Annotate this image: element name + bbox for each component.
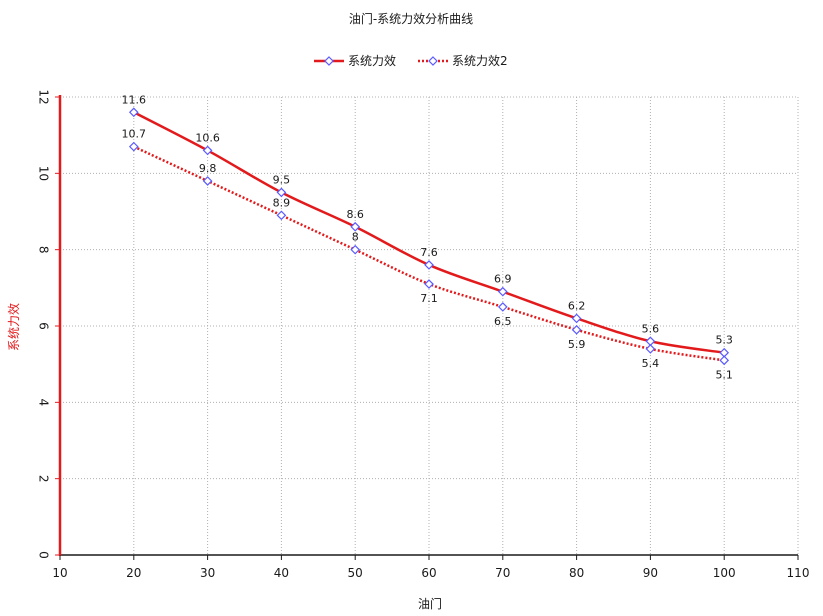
data-label-series-1: 7.6 bbox=[420, 246, 438, 259]
data-point-series-2 bbox=[424, 279, 434, 289]
series-line-2 bbox=[133, 145, 725, 362]
data-label-series-2: 8.9 bbox=[273, 196, 291, 209]
data-label-series-2: 8 bbox=[352, 231, 359, 244]
data-label-series-1: 6.2 bbox=[568, 299, 586, 312]
x-tick-label: 80 bbox=[569, 566, 584, 580]
data-point-series-1 bbox=[128, 107, 139, 118]
y-tick-label: 2 bbox=[37, 475, 51, 483]
x-tick-label: 90 bbox=[643, 566, 658, 580]
data-label-series-2: 7.1 bbox=[420, 292, 438, 305]
y-tick-label: 0 bbox=[37, 551, 51, 559]
data-label-series-2: 5.9 bbox=[568, 338, 586, 351]
y-axis-title: 系统力效 bbox=[6, 303, 21, 351]
series-lines bbox=[133, 111, 725, 362]
data-label-series-1: 5.3 bbox=[715, 334, 733, 347]
x-tick-label: 40 bbox=[274, 566, 289, 580]
y-tick-label: 4 bbox=[37, 399, 51, 407]
data-label-series-2: 5.1 bbox=[715, 368, 733, 381]
legend-marker-series-2 bbox=[428, 56, 438, 66]
y-tick-label: 12 bbox=[37, 89, 51, 104]
data-point-series-2 bbox=[276, 210, 287, 221]
data-point-series-1 bbox=[276, 187, 287, 198]
data-label-series-1: 11.6 bbox=[122, 93, 147, 106]
legend-entry-series-2: 系统力效2 bbox=[418, 53, 508, 68]
data-point-series-2 bbox=[719, 355, 730, 366]
data-point-series-1 bbox=[571, 313, 582, 324]
data-point-series-2 bbox=[497, 302, 508, 312]
x-tick-label: 110 bbox=[787, 566, 810, 580]
axes bbox=[55, 95, 799, 560]
x-tick-label: 100 bbox=[713, 566, 736, 580]
data-point-series-2 bbox=[645, 344, 656, 354]
x-tick-label: 30 bbox=[200, 566, 215, 580]
data-point-series-1 bbox=[497, 286, 508, 297]
legend-entry-series-1: 系统力效 bbox=[314, 53, 396, 68]
data-label-series-2: 5.4 bbox=[642, 357, 660, 370]
y-tick-label: 8 bbox=[36, 246, 50, 254]
data-label-series-1: 9.5 bbox=[273, 173, 291, 186]
data-label-series-1: 6.9 bbox=[494, 273, 512, 286]
x-tick-label: 10 bbox=[52, 566, 67, 580]
data-point-series-2 bbox=[571, 324, 582, 335]
data-markers bbox=[128, 107, 730, 366]
legend-label-series-2: 系统力效2 bbox=[452, 53, 508, 68]
data-labels: 11.6 10.6 9.5 8.6 7.6 6.9 6.2 5.6 5.3 10.7 9.8 8.9 8… bbox=[122, 93, 733, 381]
legend: 系统力效 系统力效2 bbox=[314, 53, 508, 68]
data-label-series-2: 9.8 bbox=[199, 162, 217, 175]
series-line-1 bbox=[133, 111, 725, 354]
legend-label-series-1: 系统力效 bbox=[348, 53, 396, 68]
data-point-series-2 bbox=[350, 244, 361, 255]
data-point-series-1 bbox=[350, 221, 361, 232]
data-label-series-1: 8.6 bbox=[346, 208, 364, 221]
gridlines bbox=[60, 96, 799, 555]
legend-marker-series-1 bbox=[324, 56, 334, 66]
data-point-series-2 bbox=[202, 176, 213, 186]
x-tick-label: 50 bbox=[348, 566, 363, 580]
x-axis-title: 油门 bbox=[418, 596, 442, 611]
x-tick-label: 60 bbox=[421, 566, 436, 580]
tick-labels: 10 20 30 40 50 60 70 80 90 100 110 0 2 4 6 8 10 12 bbox=[36, 89, 809, 580]
data-point-series-1 bbox=[202, 145, 213, 156]
data-point-series-1 bbox=[424, 260, 434, 270]
y-tick-label: 6 bbox=[37, 322, 51, 330]
y-tick-label: 10 bbox=[37, 166, 51, 181]
data-label-series-2: 6.5 bbox=[494, 315, 512, 328]
x-tick-label: 70 bbox=[495, 566, 510, 580]
data-label-series-1: 10.6 bbox=[195, 131, 220, 144]
chart-title: 油门-系统力效分析曲线 bbox=[349, 11, 473, 26]
data-label-series-2: 10.7 bbox=[122, 128, 147, 141]
x-tick-label: 20 bbox=[126, 566, 141, 580]
data-label-series-1: 5.6 bbox=[642, 322, 660, 335]
data-point-series-2 bbox=[128, 141, 139, 152]
